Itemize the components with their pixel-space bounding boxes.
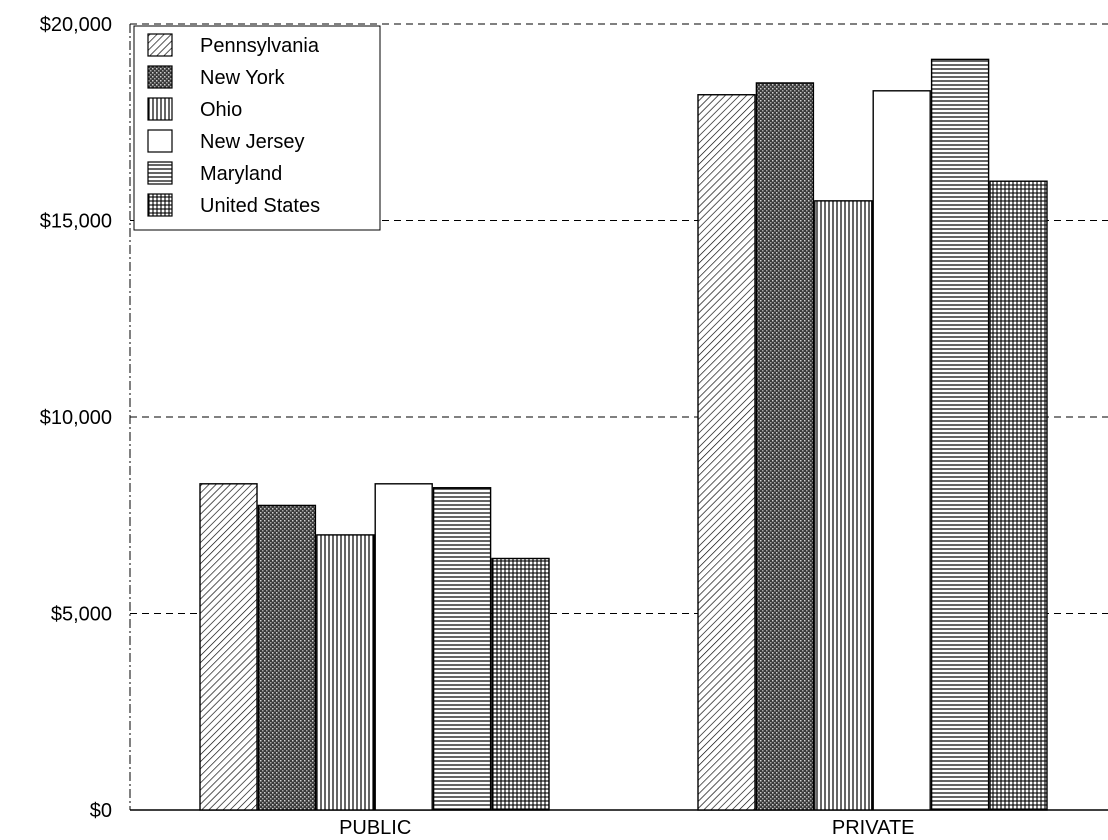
bar-public-new-york: [257, 504, 317, 811]
x-category-label-public: PUBLIC: [339, 817, 411, 839]
legend-swatch-united-states: [147, 193, 173, 217]
x-category-labels: PUBLIC PRIVATE: [339, 817, 914, 839]
legend-swatch-pennsylvania: [147, 33, 173, 57]
legend-label-maryland: Maryland: [200, 163, 282, 185]
legend-swatch-ohio: [147, 97, 173, 121]
legend-swatch-new-jersey: [147, 129, 173, 153]
y-tick-label-20000: $20,000: [40, 14, 112, 36]
legend-swatch-maryland: [147, 161, 173, 185]
y-tick-label-15000: $15,000: [40, 211, 112, 233]
bar-public-new-jersey: [374, 483, 433, 811]
legend-box: [133, 25, 381, 231]
legend: Pennsylvania New York Ohio New Jersey Maryla…: [133, 25, 381, 231]
bar-public-pennsylvania: [199, 483, 258, 811]
bar-private-united-states: [989, 180, 1048, 811]
legend-label-united-states: United States: [200, 195, 320, 217]
x-category-label-private: PRIVATE: [832, 817, 915, 839]
bar-private-maryland: [930, 58, 990, 811]
legend-label-new-jersey: New Jersey: [200, 131, 304, 153]
y-tick-labels: $0 $5,000 $10,000 $15,000 $20,000: [40, 14, 112, 822]
bar-public-united-states: [491, 557, 550, 811]
bar-public-ohio: [316, 534, 375, 811]
bar-private-new-york: [755, 82, 815, 811]
legend-label-ohio: Ohio: [200, 99, 242, 121]
y-tick-label-0: $0: [90, 800, 112, 822]
bar-private-new-jersey: [872, 90, 931, 811]
legend-label-pennsylvania: Pennsylvania: [200, 35, 320, 57]
bar-public-maryland: [432, 487, 492, 811]
bar-private-ohio: [814, 200, 873, 811]
y-tick-label-5000: $5,000: [51, 604, 112, 626]
legend-swatch-new-york: [147, 65, 173, 89]
bar-private-pennsylvania: [697, 94, 756, 811]
legend-label-new-york: New York: [200, 67, 285, 89]
bars: [199, 58, 1048, 811]
y-tick-label-10000: $10,000: [40, 407, 112, 429]
